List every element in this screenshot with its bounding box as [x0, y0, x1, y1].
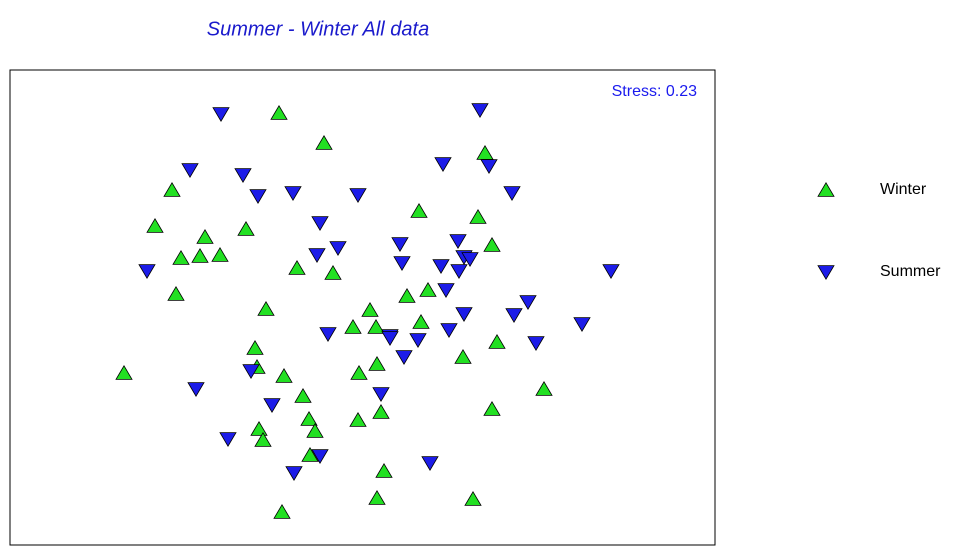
- data-point: [212, 107, 230, 122]
- data-point: [311, 216, 329, 231]
- data-point: [285, 466, 303, 481]
- data-point: [146, 218, 164, 233]
- data-point: [535, 381, 553, 396]
- data-point: [503, 186, 521, 201]
- data-point: [237, 221, 255, 236]
- data-point: [464, 491, 482, 506]
- data-point: [115, 365, 133, 380]
- plot-frame: [9, 69, 716, 546]
- data-point: [138, 264, 156, 279]
- data-point: [234, 168, 252, 183]
- data-point: [469, 209, 487, 224]
- data-point: [181, 163, 199, 178]
- data-point: [437, 283, 455, 298]
- data-point: [294, 388, 312, 403]
- data-point: [372, 387, 390, 402]
- data-point: [361, 302, 379, 317]
- data-point: [306, 423, 324, 438]
- data-point: [372, 404, 390, 419]
- data-point: [432, 259, 450, 274]
- data-point: [315, 135, 333, 150]
- data-point: [410, 203, 428, 218]
- data-point: [254, 432, 272, 447]
- data-point: [440, 323, 458, 338]
- data-point: [573, 317, 591, 332]
- legend-marker: [817, 265, 835, 280]
- data-point: [375, 463, 393, 478]
- data-point: [483, 401, 501, 416]
- data-point: [219, 432, 237, 447]
- data-point: [367, 319, 385, 334]
- data-point: [421, 456, 439, 471]
- data-point: [329, 241, 347, 256]
- data-point: [301, 447, 319, 462]
- data-point: [519, 295, 537, 310]
- data-point: [349, 412, 367, 427]
- data-point: [368, 490, 386, 505]
- data-point: [471, 103, 489, 118]
- data-point: [288, 260, 306, 275]
- data-point: [196, 229, 214, 244]
- data-point: [505, 308, 523, 323]
- data-point: [409, 333, 427, 348]
- data-point: [450, 264, 468, 279]
- data-point: [381, 331, 399, 346]
- data-point: [172, 250, 190, 265]
- data-point: [311, 449, 329, 464]
- data-point: [319, 327, 337, 342]
- data-point: [273, 504, 291, 519]
- data-point: [483, 237, 501, 252]
- data-point: [454, 349, 472, 364]
- data-point: [246, 340, 264, 355]
- data-point: [461, 252, 479, 267]
- data-point: [455, 307, 473, 322]
- data-point: [393, 256, 411, 271]
- data-point: [391, 237, 409, 252]
- data-point: [167, 286, 185, 301]
- data-point: [187, 382, 205, 397]
- data-point: [449, 234, 467, 249]
- data-point: [249, 189, 267, 204]
- chart-title: Summer - Winter All data: [207, 18, 429, 40]
- data-point: [257, 301, 275, 316]
- data-point: [480, 159, 498, 174]
- data-point: [395, 350, 413, 365]
- data-point: [308, 248, 326, 263]
- data-point: [476, 145, 494, 160]
- data-point: [270, 105, 288, 120]
- data-point: [419, 282, 437, 297]
- data-point: [191, 248, 209, 263]
- data-point: [488, 334, 506, 349]
- data-point: [344, 319, 362, 334]
- legend-label: Summer: [880, 263, 941, 280]
- data-point: [412, 314, 430, 329]
- data-point: [527, 336, 545, 351]
- data-point: [211, 247, 229, 262]
- data-point: [324, 265, 342, 280]
- stress-annotation: Stress: 0.23: [612, 83, 697, 100]
- data-point: [434, 157, 452, 172]
- data-point: [163, 182, 181, 197]
- data-point: [350, 365, 368, 380]
- data-point: [242, 364, 260, 379]
- data-point: [349, 188, 367, 203]
- data-point: [300, 411, 318, 426]
- data-point: [398, 288, 416, 303]
- legend-label: Winter: [880, 181, 927, 198]
- data-point: [275, 368, 293, 383]
- data-point: [602, 264, 620, 279]
- legend-marker: [817, 182, 835, 197]
- data-point: [368, 356, 386, 371]
- data-point: [284, 186, 302, 201]
- data-point: [263, 398, 281, 413]
- data-point: [250, 421, 268, 436]
